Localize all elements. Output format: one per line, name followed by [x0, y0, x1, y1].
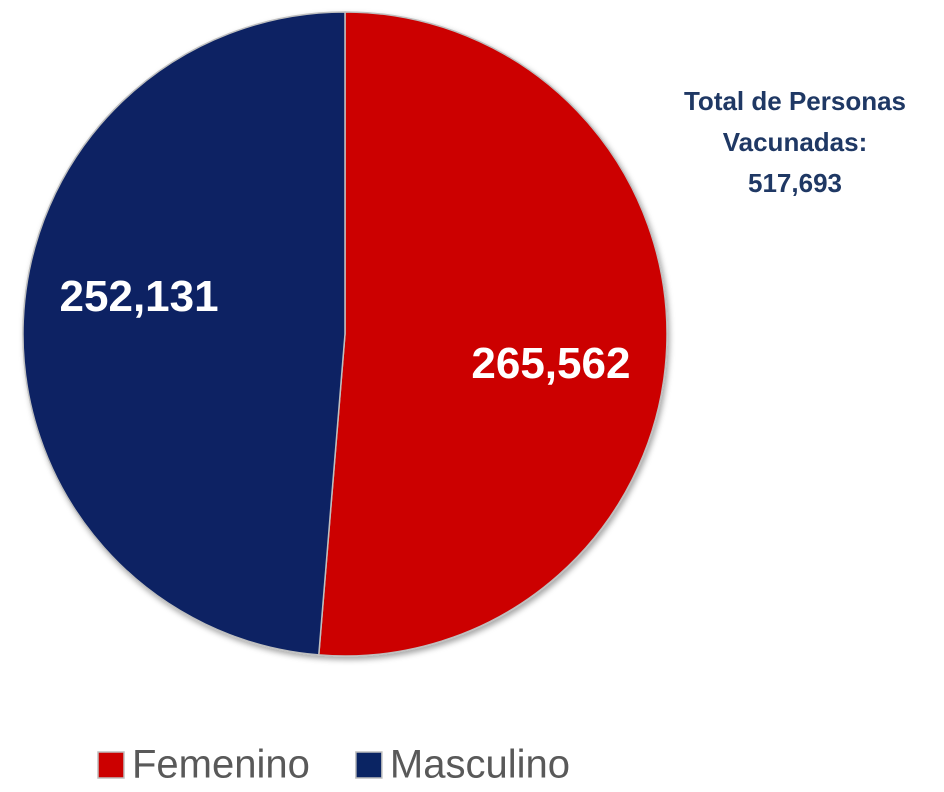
legend-swatch: [355, 751, 383, 779]
pie-slice: [317, 11, 668, 657]
data-label: 252,131: [60, 272, 219, 321]
data-label: 265,562: [471, 339, 630, 388]
annotation: Vacunadas:: [723, 127, 868, 157]
pie: [22, 11, 668, 657]
legend-label: Masculino: [390, 743, 570, 787]
legend-swatch: [97, 751, 125, 779]
legend-label: Femenino: [132, 743, 310, 787]
annotation: Total de Personas: [684, 86, 906, 116]
pie-slice: [22, 11, 346, 656]
annotation: 517,693: [748, 168, 842, 198]
